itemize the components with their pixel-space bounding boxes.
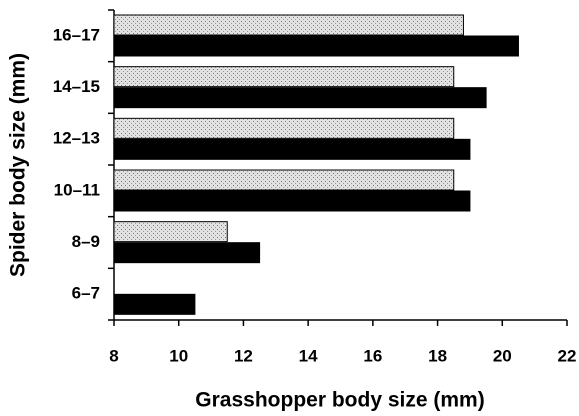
bar bbox=[113, 242, 261, 264]
bar bbox=[113, 14, 464, 36]
y-tick-label: 16–17 bbox=[53, 25, 100, 44]
x-tick-label: 8 bbox=[109, 346, 118, 365]
bar bbox=[113, 190, 471, 212]
x-tick-label: 12 bbox=[234, 346, 253, 365]
x-tick-label: 10 bbox=[169, 346, 188, 365]
bar bbox=[113, 117, 455, 139]
x-tick-label: 22 bbox=[558, 346, 577, 365]
bar bbox=[113, 138, 471, 160]
bar bbox=[113, 169, 455, 191]
y-tick-label: 8–9 bbox=[72, 232, 100, 251]
y-axis-title: Spider body size (mm) bbox=[7, 53, 30, 277]
x-axis-title: Grasshopper body size (mm) bbox=[195, 389, 484, 412]
y-tick-label: 6–7 bbox=[72, 284, 100, 303]
bar bbox=[113, 221, 228, 243]
bar bbox=[113, 293, 196, 315]
y-tick-label: 12–13 bbox=[53, 129, 100, 148]
x-tick-label: 16 bbox=[363, 346, 382, 365]
y-tick-label: 14–15 bbox=[53, 77, 100, 96]
bar bbox=[113, 66, 455, 88]
bar bbox=[113, 87, 487, 109]
x-tick-label: 18 bbox=[428, 346, 447, 365]
x-tick-label: 14 bbox=[299, 346, 318, 365]
x-tick-label: 20 bbox=[493, 346, 512, 365]
bar bbox=[113, 35, 519, 57]
y-tick-label: 10–11 bbox=[54, 180, 100, 199]
